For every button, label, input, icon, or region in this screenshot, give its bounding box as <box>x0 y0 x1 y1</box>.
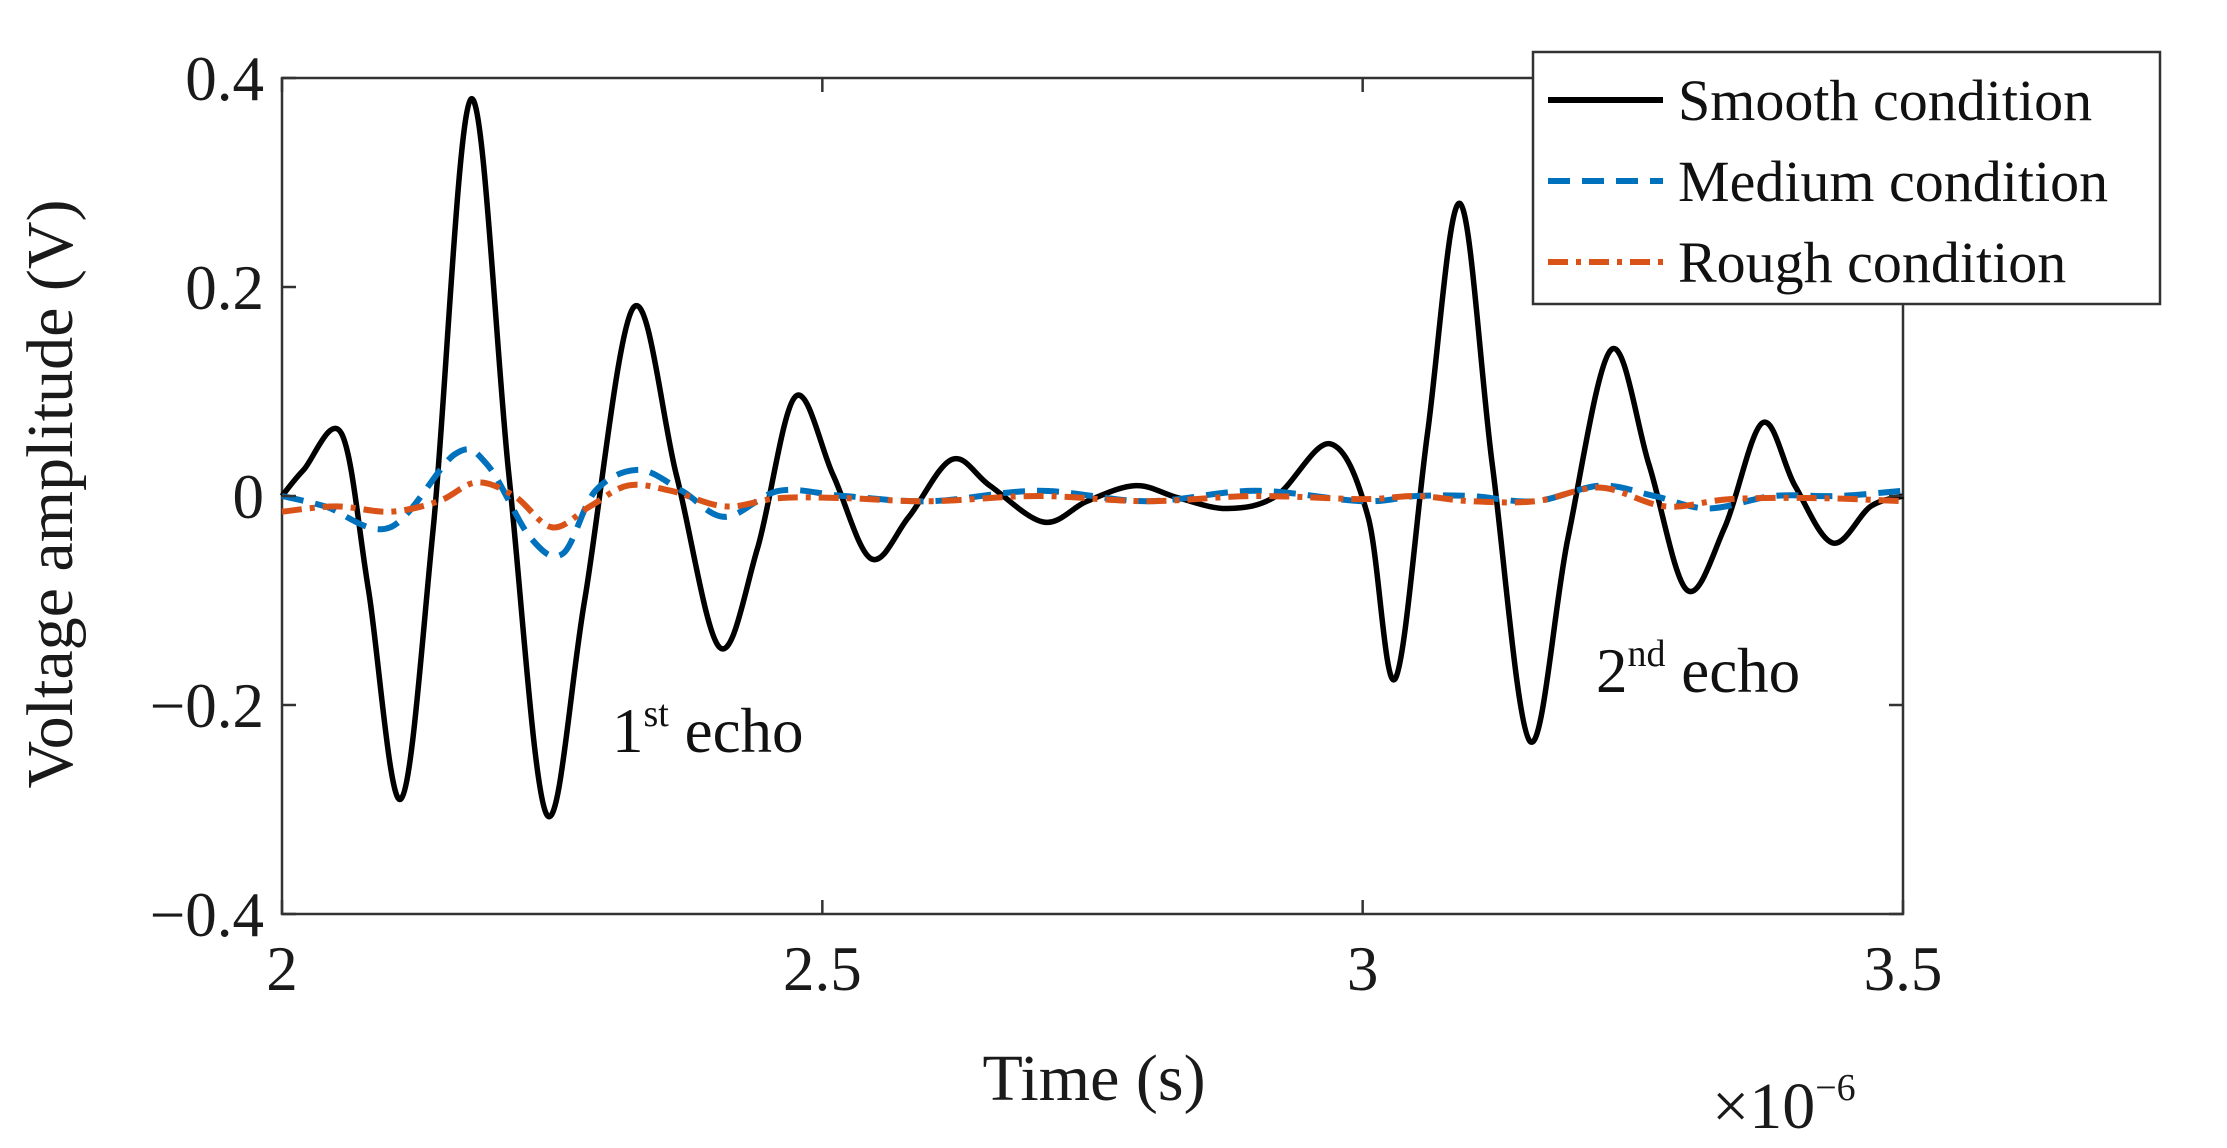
second-echo-label: 2nd echo <box>1596 633 1800 706</box>
legend-label-rough: Rough condition <box>1678 230 2066 295</box>
y-tick-label: −0.2 <box>150 671 264 741</box>
y-tick-label: 0 <box>233 462 265 532</box>
y-tick-label: −0.4 <box>150 880 264 950</box>
x-multiplier-exponent: −6 <box>1815 1067 1855 1109</box>
legend-label-medium: Medium condition <box>1678 149 2108 214</box>
legend-label-smooth: Smooth condition <box>1678 68 2092 133</box>
first-echo-number: 1 <box>612 696 644 766</box>
x-tick-label: 2 <box>266 934 298 1004</box>
second-echo-text: echo <box>1666 636 1801 706</box>
y-ticks: 0.4 0.2 0 −0.2 −0.4 <box>150 44 1903 950</box>
x-axis-label: Time (s) <box>982 1042 1205 1115</box>
x-multiplier-base: ×10 <box>1712 1070 1815 1143</box>
y-tick-label: 0.4 <box>185 44 264 114</box>
y-tick-label: 0.2 <box>185 253 264 323</box>
first-echo-text: echo <box>669 696 804 766</box>
legend: Smooth condition Medium condition Rough … <box>1531 50 2162 306</box>
first-echo-label: 1st echo <box>612 693 804 766</box>
x-axis-multiplier: ×10−6 <box>1712 1067 1856 1143</box>
first-echo-suffix: st <box>644 693 670 735</box>
second-echo-suffix: nd <box>1628 633 1666 675</box>
series-line-smooth <box>279 96 1904 820</box>
x-tick-label: 2.5 <box>783 934 862 1004</box>
series-line-rough <box>281 479 1904 531</box>
x-tick-label: 3 <box>1347 934 1379 1004</box>
second-echo-number: 2 <box>1596 636 1628 706</box>
series-layer <box>279 96 1904 820</box>
y-axis-label: Voltage amplitude (V) <box>14 200 87 789</box>
x-ticks: 2 2.5 3 3.5 <box>266 78 1942 1004</box>
x-tick-label: 3.5 <box>1864 934 1943 1004</box>
